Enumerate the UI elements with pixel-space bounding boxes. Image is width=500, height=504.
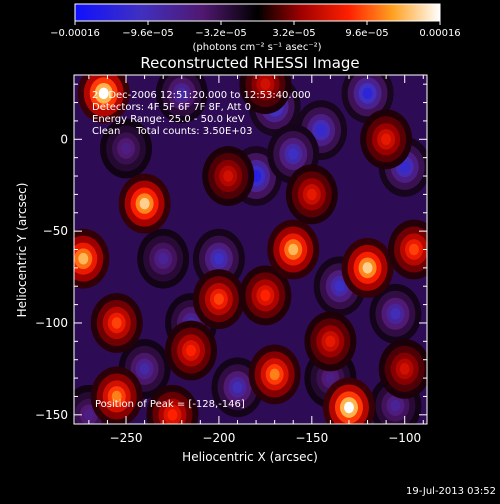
hot-spot (90, 293, 143, 353)
y-tick-label: −150 (35, 408, 68, 422)
y-axis-label: Heliocentric Y (arcsec) (15, 183, 29, 318)
hot-spot (378, 339, 427, 399)
x-axis: −250 −200 −150 −100 (88, 75, 424, 445)
hot-spot (165, 320, 218, 381)
heatmap-image (74, 75, 427, 424)
x-axis-label: Heliocentric X (arcsec) (182, 450, 318, 464)
colorbar-tick-label: −9.6e−05 (122, 28, 174, 39)
colorbar-tick-label: −3.2e−05 (195, 28, 247, 39)
hot-spot (239, 75, 292, 115)
cold-spot (369, 283, 422, 344)
colorbar-units: (photons cm⁻² s⁻¹ asec⁻²) (192, 42, 321, 53)
hot-spot (360, 109, 413, 170)
hot-spot (202, 146, 255, 206)
hot-spot (388, 219, 427, 280)
y-axis: 0 −50 −100 −150 (35, 83, 427, 422)
annotation-peak: Position of Peak = [-128,-146] (95, 399, 245, 410)
hot-spot (248, 344, 301, 405)
annotation-detectors: Detectors: 4F 5F 6F 7F 8F, Att 0 (92, 102, 251, 113)
hot-spot (118, 173, 171, 234)
colorbar-tick-label: 3.2e−05 (272, 28, 315, 39)
hot-spot (239, 265, 292, 326)
hot-spot (322, 377, 375, 424)
hot-spot (90, 366, 143, 424)
x-tick-label: −250 (110, 431, 143, 445)
x-tick-label: −150 (295, 431, 328, 445)
colorbar-tick-label: 9.6e−05 (345, 28, 388, 39)
annotation-time: 20-Dec-2006 12:51:20.000 to 12:53:40.000 (92, 90, 311, 101)
y-tick-label: −50 (43, 224, 68, 238)
colorbar (74, 3, 441, 22)
chart-title: Reconstructed RHESSI Image (140, 54, 359, 72)
hot-spot (74, 228, 110, 289)
cold-spot (100, 118, 153, 179)
x-tick-label: −100 (388, 431, 421, 445)
hot-spot (304, 311, 357, 372)
cold-spot (155, 75, 208, 124)
x-tick-label: −200 (202, 431, 235, 445)
annotation-clean: Clean Total counts: 3.50E+03 (92, 126, 252, 137)
hot-spot (267, 219, 320, 280)
y-tick-label: 0 (60, 132, 68, 146)
cold-spot (211, 357, 264, 418)
y-tick-label: −100 (35, 316, 68, 330)
cold-spot (137, 228, 190, 289)
hot-spot (77, 75, 130, 124)
hot-spot (341, 237, 394, 298)
colorbar-tick-label: 0.00016 (419, 28, 460, 39)
hot-spot (285, 164, 338, 225)
hot-spot (192, 269, 245, 329)
colorbar-ticks: −0.00016 −9.6e−05 −3.2e−05 3.2e−05 9.6e−05 0.… (50, 21, 461, 39)
colorbar-tick-label: −0.00016 (50, 28, 100, 39)
plot-timestamp: 19-Jul-2013 03:52 (406, 486, 496, 497)
hot-spot (146, 384, 199, 424)
annotation-energy: Energy Range: 25.0 - 50.0 keV (92, 114, 245, 125)
